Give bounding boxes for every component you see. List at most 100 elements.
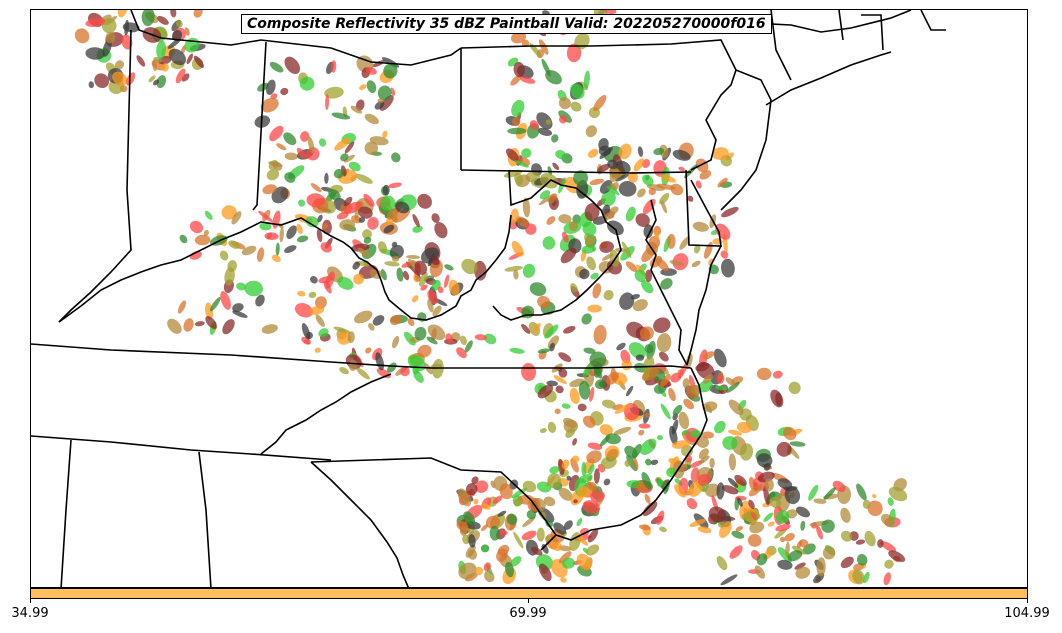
reflectivity-blob (625, 385, 634, 397)
reflectivity-blob (337, 331, 351, 345)
reflectivity-blob (315, 296, 327, 309)
reflectivity-blob (257, 247, 265, 263)
reflectivity-blob (708, 506, 727, 523)
reflectivity-blob (204, 210, 213, 220)
reflectivity-blob (514, 160, 529, 168)
reflectivity-blob (695, 180, 702, 189)
reflectivity-blob (537, 127, 553, 136)
reflectivity-blob (639, 438, 657, 455)
reflectivity-blob (355, 173, 373, 184)
reflectivity-blob (584, 233, 594, 245)
reflectivity-blob (124, 19, 129, 36)
reflectivity-blob (576, 553, 592, 570)
reflectivity-blob (558, 551, 572, 564)
reflectivity-blob (776, 441, 792, 457)
reflectivity-blob (571, 455, 580, 463)
reflectivity-blob (511, 99, 525, 117)
reflectivity-blob (310, 183, 322, 193)
reflectivity-blob (642, 198, 656, 214)
reflectivity-blob (183, 318, 194, 332)
reflectivity-blob (678, 411, 690, 430)
reflectivity-blob (351, 215, 362, 224)
illinois-indiana-border (58, 29, 132, 323)
reflectivity-blob (787, 550, 803, 562)
reflectivity-blob (536, 112, 553, 130)
reflectivity-blob (587, 304, 602, 313)
reflectivity-blob (670, 183, 684, 196)
reflectivity-blob (458, 562, 477, 580)
reflectivity-blob (737, 497, 743, 507)
reflectivity-blob (347, 331, 355, 344)
reflectivity-blob (674, 484, 686, 498)
reflectivity-blob (558, 97, 571, 110)
reflectivity-blob (561, 459, 570, 470)
reflectivity-blob (390, 87, 396, 96)
reflectivity-blob (635, 213, 650, 227)
reflectivity-blob (551, 541, 563, 551)
reflectivity-blob (521, 39, 530, 47)
reflectivity-blob (272, 161, 282, 171)
reflectivity-blob (538, 507, 555, 523)
reflectivity-blob (513, 499, 521, 507)
reflectivity-blob (473, 498, 479, 505)
reflectivity-blob (462, 534, 470, 545)
reflectivity-blob (729, 545, 743, 559)
reflectivity-blob (318, 138, 327, 147)
reflectivity-blob (541, 544, 549, 554)
reflectivity-blob (767, 521, 775, 527)
reflectivity-blob (558, 368, 568, 378)
reflectivity-blob (536, 481, 552, 493)
reflectivity-blob (316, 228, 323, 243)
reflectivity-blob (167, 38, 181, 49)
reflectivity-blob (688, 480, 703, 497)
reflectivity-blob (468, 533, 476, 548)
reflectivity-blob (379, 94, 394, 111)
reflectivity-blob (642, 174, 654, 186)
reflectivity-blob (862, 499, 871, 509)
reflectivity-blob (772, 370, 783, 379)
reflectivity-blob (367, 217, 379, 230)
reflectivity-blob (589, 351, 607, 368)
reflectivity-blob (599, 147, 613, 159)
reflectivity-blob (632, 456, 639, 470)
reflectivity-blob (284, 56, 301, 74)
reflectivity-blob (691, 260, 701, 268)
reflectivity-blob (695, 158, 709, 173)
reflectivity-blob (823, 487, 837, 500)
reflectivity-blob (777, 559, 793, 570)
reflectivity-blob (618, 143, 632, 160)
reflectivity-blob (554, 408, 561, 415)
reflectivity-blob (777, 478, 793, 490)
reflectivity-blob (584, 202, 600, 222)
reflectivity-blob (377, 98, 385, 103)
reflectivity-blob (537, 384, 554, 399)
reflectivity-blob (588, 148, 599, 158)
reflectivity-blob (531, 546, 543, 556)
reflectivity-blob (88, 81, 95, 89)
reflectivity-blob (161, 63, 169, 72)
reflectivity-blob (712, 147, 729, 160)
reflectivity-blob (377, 85, 392, 101)
reflectivity-blob (377, 241, 388, 254)
reflectivity-blob (114, 60, 125, 70)
reflectivity-blob (618, 180, 637, 197)
reflectivity-blob (121, 34, 133, 50)
reflectivity-blob (785, 541, 790, 558)
reflectivity-blob (586, 256, 596, 271)
reflectivity-blob (597, 163, 611, 173)
reflectivity-blob (474, 334, 487, 341)
reflectivity-blob (194, 321, 205, 327)
reflectivity-blob (339, 219, 356, 231)
reflectivity-blob (379, 195, 396, 211)
reflectivity-blob (270, 93, 278, 100)
reflectivity-blob (669, 260, 685, 267)
reflectivity-blob (821, 519, 835, 533)
reflectivity-blob (704, 483, 721, 498)
reflectivity-blob (715, 385, 728, 391)
reflectivity-blob (679, 236, 690, 250)
reflectivity-blob (343, 154, 355, 163)
reflectivity-blob (391, 256, 400, 262)
reflectivity-blob (136, 55, 146, 67)
reflectivity-blob (582, 363, 593, 378)
reflectivity-blob (654, 228, 660, 241)
